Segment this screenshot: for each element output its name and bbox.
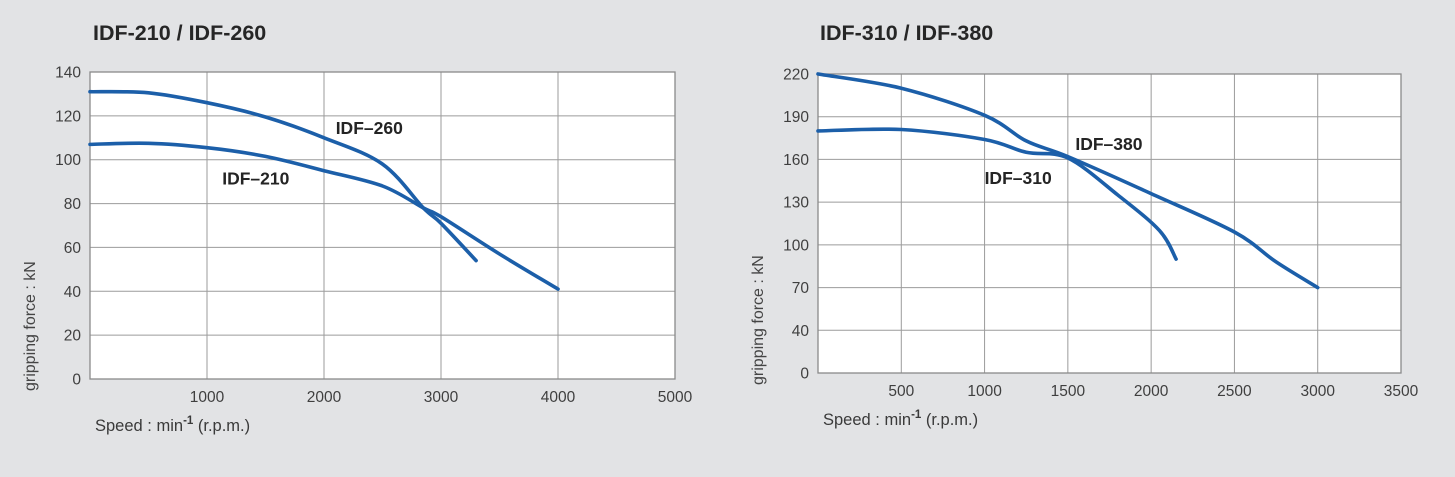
- x-tick-label: 2000: [1134, 383, 1169, 400]
- curve-idf-210: [88, 141, 560, 291]
- y-tick-label: 100: [783, 237, 809, 254]
- series-label-idf-260: IDF–260: [336, 118, 403, 138]
- y-tick-label: 190: [783, 109, 809, 126]
- x-tick-label: 4000: [541, 389, 576, 406]
- x-tick-label: 500: [888, 383, 914, 400]
- x-tick-label: 2000: [307, 389, 342, 406]
- chart-idf-210-idf-260: IDF–260 IDF–210 0 20 40 60 80 100 120 140 1000 2000…: [22, 21, 693, 435]
- chart-idf-310-idf-380: IDF–380 IDF–310 0 40 70 100 130 160 190 220 500 100…: [750, 21, 1419, 429]
- y-tick-label: 40: [64, 284, 82, 301]
- y-tick-label: 160: [783, 152, 809, 169]
- curve-idf-260: [88, 89, 478, 263]
- series-label-idf-380: IDF–380: [1075, 134, 1142, 154]
- chart-title: IDF-210 / IDF-260: [93, 21, 266, 45]
- series-label-idf-310: IDF–310: [985, 168, 1052, 188]
- y-tick-label: 0: [72, 372, 81, 389]
- x-tick-label: 3000: [1300, 383, 1335, 400]
- plot-area: [90, 72, 675, 379]
- y-tick-label: 80: [64, 196, 82, 213]
- x-tick-label: 3500: [1384, 383, 1419, 400]
- curve-idf-310: [816, 127, 1178, 261]
- y-tick-label: 100: [55, 152, 81, 169]
- y-tick-label: 130: [783, 195, 809, 212]
- x-tick-label: 5000: [658, 389, 693, 406]
- x-axis-label: Speed : min-1 (r.p.m.): [95, 415, 250, 435]
- x-tick-label: 1500: [1051, 383, 1086, 400]
- plot-border: [817, 73, 1402, 374]
- plot-area: [818, 74, 1401, 373]
- y-tick-label: 20: [64, 328, 82, 345]
- y-axis-label: gripping force : kN: [22, 261, 39, 391]
- plot-border: [89, 71, 676, 380]
- y-axis-label: gripping force : kN: [750, 255, 767, 385]
- y-tick-label: 140: [55, 65, 81, 82]
- x-tick-label: 1000: [190, 389, 225, 406]
- y-tick-label: 40: [792, 323, 810, 340]
- y-tick-label: 120: [55, 108, 81, 125]
- y-tick-label: 60: [64, 240, 82, 257]
- x-axis-label: Speed : min-1 (r.p.m.): [823, 409, 978, 429]
- x-tick-label: 2500: [1217, 383, 1252, 400]
- chart-title: IDF-310 / IDF-380: [820, 21, 993, 45]
- y-tick-label: 0: [800, 366, 809, 383]
- x-tick-label: 1000: [967, 383, 1002, 400]
- y-tick-label: 220: [783, 67, 809, 84]
- y-tick-label: 70: [792, 280, 810, 297]
- x-tick-label: 3000: [424, 389, 459, 406]
- series-label-idf-210: IDF–210: [222, 168, 289, 188]
